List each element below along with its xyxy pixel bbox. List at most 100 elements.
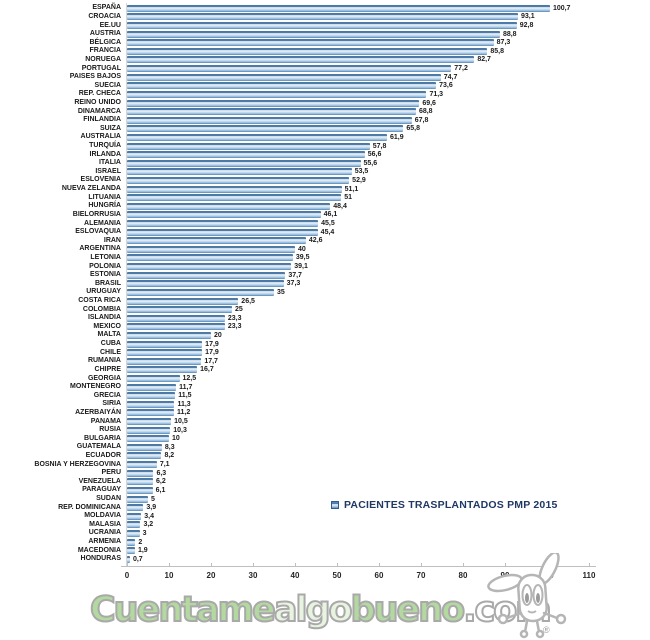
value-label: 16,7 [200,366,214,374]
bar-row: MACEDONIA 1,9 [0,546,650,555]
bar [127,314,225,322]
category-label: PARAGUAY [82,486,121,494]
bar [127,435,169,443]
axis-tick [589,563,590,567]
category-label: ISLANDIA [87,314,121,322]
category-label: GRECIA [93,391,121,399]
bar-row: VENEZUELA 6,2 [0,478,650,487]
bar [127,133,387,141]
bar [127,108,416,116]
bar [127,22,517,30]
category-label: BOSNIA Y HERZEGOVINA [34,460,121,468]
bar-row: MOLDAVIA 3,4 [0,512,650,521]
category-label: ALEMANIA [84,219,121,227]
category-label: FINLANDIA [83,116,121,124]
bar-row: CROACIA 93,1 [0,13,650,22]
category-label: DINAMARCA [77,107,121,115]
value-label: 37,7 [288,271,302,279]
category-label: REP. CHECA [78,90,121,98]
bar [127,288,274,296]
value-label: 10,3 [173,426,187,434]
category-label: VENEZUELA [78,477,121,485]
value-label: 3,9 [146,504,157,512]
bar-row: CHIPRE 16,7 [0,366,650,375]
bar [127,185,342,193]
value-label: 11,2 [177,409,191,417]
bar [127,547,135,555]
bar [127,306,232,314]
value-label: 71,3 [429,90,444,98]
bar [127,469,154,477]
bar-row: REP. DOMINICANA 3,9 [0,503,650,512]
value-label: 77,2 [454,65,468,73]
bar-row: ARGENTINA 40 [0,245,650,254]
bar [127,375,180,382]
axis-tick [253,563,254,567]
bar [127,555,130,563]
bar-row: GEORGIA 12,5 [0,374,650,383]
axis-tick [169,563,170,567]
bar [127,13,519,21]
category-label: AUSTRALIA [80,133,121,141]
bar-row: FRANCIA 85,8 [0,47,650,56]
bar [127,297,239,305]
bar [127,220,319,228]
legend-marker-icon [331,501,339,509]
value-label: 2 [138,538,143,546]
category-label: ARMENIA [88,538,121,546]
value-label: 5 [151,495,155,503]
category-label: ESLOVAQUIA [75,228,121,236]
bar-row: BOSNIA Y HERZEGOVINA 7,1 [0,460,650,469]
value-label: 1,9 [137,547,148,555]
bar [127,357,202,365]
category-label: NUEVA ZELANDA [61,185,121,193]
bar-row: ISLANDIA 23,3 [0,314,650,323]
bar [127,383,177,391]
bar [127,30,500,38]
category-label: PORTUGAL [81,64,121,72]
category-label: MALASIA [89,520,121,528]
value-label: 48,4 [333,202,347,210]
bar-row: PERU 6,3 [0,469,650,478]
bar [127,486,153,494]
value-label: 3,2 [143,521,154,529]
category-label: PAISES BAJOS [69,73,121,81]
value-label: 39,5 [295,254,310,262]
category-label: REINO UNIDO [74,99,121,106]
category-label: SIRIA [102,400,121,408]
bar [127,409,175,417]
value-label: 35 [277,288,285,296]
bar-row: HONDURAS 0,7 [0,555,650,564]
bar-row: SIRIA 11,3 [0,400,650,409]
category-label: URUGUAY [86,288,121,296]
category-label: CROACIA [88,12,121,20]
category-axis-line [126,3,127,566]
category-label: IRAN [103,236,121,244]
rabbit-mascot-icon [487,553,567,639]
category-label: UCRANIA [88,529,121,537]
category-label: REP. DOMINICANA [58,503,121,511]
bar-row: AZERBAIYÁN 11,2 [0,409,650,418]
bar-row: COSTA RICA 26,5 [0,297,650,306]
value-label: 51,1 [344,185,359,193]
value-label: 73,6 [439,82,453,90]
bar-row: FINLANDIA 67,8 [0,116,650,125]
bar [127,211,321,219]
value-label: 69,6 [422,99,436,107]
bar-row: ESLOVENIA 52,9 [0,176,650,185]
bar [127,538,136,546]
value-label: 65,8 [406,125,420,133]
category-label: ITALIA [98,159,121,167]
bar-row: ECUADOR 8,2 [0,452,650,461]
bar-row: BRASIL 37,3 [0,280,650,289]
value-label: 6,1 [155,486,166,494]
value-label: 100,7 [552,4,571,12]
category-label: COSTA RICA [78,297,121,305]
registered-trademark: ® [543,625,550,635]
bar [127,245,295,253]
bar [127,4,550,12]
category-label: SUIZA [100,124,121,132]
value-label: 53,5 [354,168,369,176]
value-label: 6,2 [156,478,166,486]
